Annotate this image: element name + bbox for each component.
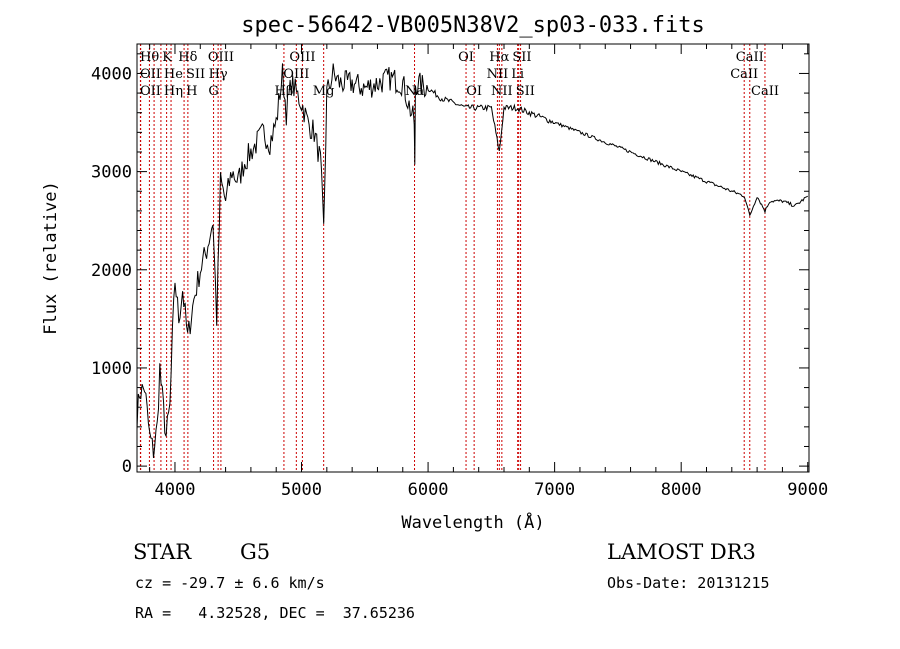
y-tick-label: 2000 <box>91 261 132 281</box>
survey-name: LAMOST DR3 <box>607 540 756 564</box>
line-label: Hθ <box>140 50 159 65</box>
line-label: OI <box>458 50 474 65</box>
y-axis-label: Flux (relative) <box>41 181 61 335</box>
y-tick-label: 1000 <box>91 359 132 379</box>
y-tick-label: 0 <box>122 457 132 477</box>
x-tick-label: 4000 <box>154 480 195 500</box>
line-label: OIII <box>208 50 234 65</box>
line-label: G <box>208 84 218 99</box>
line-label: Na <box>405 84 424 99</box>
x-tick-label: 9000 <box>787 480 828 500</box>
x-tick-label: 6000 <box>408 480 449 500</box>
line-label: Li <box>511 67 524 82</box>
plot-frame <box>136 43 810 473</box>
x-axis-label: Wavelength (Å) <box>401 511 544 533</box>
axis-ticks: 4000 5000 6000 7000 8000 9000 0 1000 2000 3000 400… <box>91 44 828 500</box>
line-label: OIII <box>283 67 309 82</box>
emission-lines <box>139 44 766 472</box>
line-label: OI <box>466 84 482 99</box>
line-label: Hδ <box>178 50 197 65</box>
redshift: cz = -29.7 ± 6.6 km/s <box>135 574 325 592</box>
line-label: NII <box>487 67 509 82</box>
line-label: SII <box>512 50 531 65</box>
line-label: CaII <box>736 50 764 65</box>
x-tick-label: 8000 <box>661 480 702 500</box>
line-label: Hη <box>164 84 183 99</box>
line-label: OII <box>140 67 161 82</box>
coordinates: RA = 4.32528, DEC = 37.65236 <box>135 604 415 622</box>
x-tick-label: 7000 <box>534 480 575 500</box>
line-label: CaII <box>751 84 779 99</box>
y-tick-label: 3000 <box>91 163 132 183</box>
line-label: K <box>162 50 172 65</box>
line-label: He <box>164 67 183 82</box>
y-tick-label: 4000 <box>91 64 132 84</box>
x-tick-label: 5000 <box>281 480 322 500</box>
line-label: OII <box>140 84 161 99</box>
line-label: Hγ <box>209 67 228 82</box>
chart-title: spec-56642-VB005N38V2_sp03-033.fits <box>241 13 705 38</box>
line-label: Hβ <box>275 84 294 99</box>
line-label: Hα <box>489 50 509 65</box>
object-class: STAR <box>133 540 192 564</box>
obs-date: Obs-Date: 20131215 <box>607 574 770 592</box>
line-label: SII <box>516 84 535 99</box>
line-label: CaII <box>730 67 758 82</box>
line-label: H <box>186 84 197 99</box>
line-label: OIII <box>289 50 315 65</box>
spectrum-line <box>136 63 808 459</box>
line-label: NII <box>491 84 513 99</box>
line-label: Mg <box>313 84 335 99</box>
line-label: SII <box>186 67 205 82</box>
object-subclass: G5 <box>240 540 271 564</box>
